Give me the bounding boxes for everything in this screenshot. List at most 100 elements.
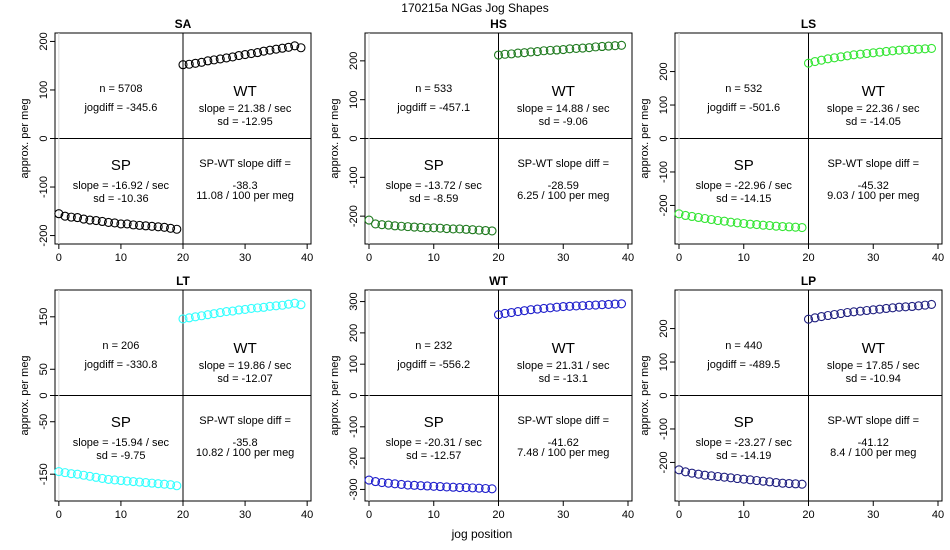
y-tick-label: -50 bbox=[38, 414, 50, 430]
data-point bbox=[700, 213, 710, 224]
data-point bbox=[221, 53, 232, 63]
data-point bbox=[72, 469, 83, 479]
data-point bbox=[383, 478, 393, 488]
x-tick-label: 20 bbox=[492, 509, 504, 521]
panel-title: LT bbox=[176, 274, 190, 288]
data-point bbox=[591, 300, 601, 310]
data-point bbox=[797, 479, 807, 489]
data-point bbox=[706, 471, 716, 481]
y-tick-label: 100 bbox=[348, 90, 360, 108]
data-point bbox=[91, 472, 101, 482]
data-point bbox=[141, 478, 151, 488]
y-tick-label: -100 bbox=[38, 176, 50, 198]
data-point bbox=[103, 474, 114, 484]
annotation-wt-sd: sd = -12.95 bbox=[217, 116, 272, 128]
panel-title: LP bbox=[801, 274, 816, 288]
x-tick-label: 10 bbox=[738, 509, 750, 521]
data-point bbox=[296, 300, 306, 310]
data-point bbox=[519, 306, 529, 316]
data-point bbox=[719, 216, 729, 226]
data-point bbox=[228, 52, 238, 62]
data-point bbox=[91, 215, 101, 226]
data-point bbox=[680, 467, 691, 477]
data-point bbox=[914, 44, 924, 54]
data-point bbox=[758, 220, 768, 230]
data-point bbox=[558, 302, 568, 312]
x-tick-label: 0 bbox=[366, 509, 372, 521]
data-point bbox=[571, 301, 581, 311]
x-tick-label: 20 bbox=[177, 509, 189, 521]
annotation-sp-sd: sd = -14.19 bbox=[716, 450, 771, 462]
annotation-wt-slope: slope = 22.36 / sec bbox=[827, 103, 920, 115]
data-point bbox=[862, 48, 872, 59]
data-point bbox=[784, 478, 794, 489]
data-point bbox=[461, 483, 471, 493]
annotation-n: n = 532 bbox=[725, 83, 762, 95]
data-point bbox=[823, 54, 833, 64]
y-tick-label: 200 bbox=[348, 324, 360, 342]
data-point bbox=[610, 299, 620, 309]
x-tick-label: 30 bbox=[867, 252, 879, 264]
annotation-diff-value: -38.3 bbox=[233, 180, 258, 192]
data-point bbox=[875, 304, 885, 314]
y-tick-label: 0 bbox=[348, 135, 360, 141]
annotation-sp-sd: sd = -10.36 bbox=[93, 193, 148, 205]
y-tick-label: 200 bbox=[348, 52, 360, 70]
data-point bbox=[829, 53, 839, 63]
y-axis-label: approx. per meg bbox=[329, 98, 341, 178]
data-point bbox=[190, 312, 200, 322]
x-tick-label: 40 bbox=[622, 509, 634, 521]
data-point bbox=[552, 302, 562, 312]
data-point bbox=[228, 306, 238, 316]
data-point bbox=[271, 301, 281, 311]
x-tick-label: 20 bbox=[492, 252, 504, 264]
data-point bbox=[153, 479, 163, 489]
data-point bbox=[539, 303, 549, 314]
x-tick-label: 0 bbox=[366, 252, 372, 264]
panel-lt: LT 0 10 20 30 40 -150 -50 0 50 150 approx. per meg n… bbox=[19, 274, 313, 521]
data-point bbox=[364, 475, 374, 485]
y-tick-label: -100 bbox=[658, 161, 670, 183]
data-point bbox=[752, 475, 762, 486]
data-point bbox=[849, 307, 859, 317]
data-point bbox=[862, 305, 872, 316]
panel-title: SA bbox=[175, 17, 192, 31]
y-tick-label: -100 bbox=[658, 418, 670, 440]
data-point bbox=[584, 43, 594, 53]
data-point bbox=[110, 475, 120, 485]
data-point bbox=[604, 41, 614, 51]
annotation-diff-meg: 8.4 / 100 per meg bbox=[830, 447, 916, 459]
annotation-diff-label: SP-WT slope diff = bbox=[517, 158, 609, 170]
data-point bbox=[435, 482, 445, 492]
panel-title: WT bbox=[489, 274, 508, 288]
data-point bbox=[429, 223, 439, 233]
panel-title: HS bbox=[490, 17, 507, 31]
data-point bbox=[545, 45, 555, 55]
data-point bbox=[732, 473, 742, 484]
y-tick-label: 300 bbox=[348, 292, 360, 310]
data-point bbox=[60, 211, 70, 221]
annotation-sp-slope: slope = -23.27 / sec bbox=[696, 437, 793, 449]
x-tick-label: 0 bbox=[676, 509, 682, 521]
annotation-diff-label: SP-WT slope diff = bbox=[517, 415, 609, 427]
data-point bbox=[97, 473, 107, 483]
y-tick-label: -100 bbox=[348, 416, 360, 438]
data-point bbox=[215, 308, 225, 318]
data-point bbox=[209, 309, 219, 319]
data-point bbox=[240, 49, 250, 60]
y-tick-label: -200 bbox=[658, 194, 670, 216]
data-point bbox=[532, 304, 542, 314]
data-point bbox=[894, 302, 904, 312]
x-tick-label: 0 bbox=[676, 252, 682, 264]
y-axis-label: approx. per meg bbox=[639, 98, 651, 178]
data-point bbox=[855, 49, 865, 59]
data-point bbox=[700, 470, 710, 480]
data-point bbox=[894, 45, 904, 55]
data-point bbox=[416, 481, 426, 491]
data-point bbox=[842, 307, 852, 318]
data-point bbox=[396, 479, 406, 489]
data-point bbox=[687, 468, 697, 478]
x-tick-label: 30 bbox=[557, 509, 569, 521]
data-point bbox=[487, 484, 497, 494]
